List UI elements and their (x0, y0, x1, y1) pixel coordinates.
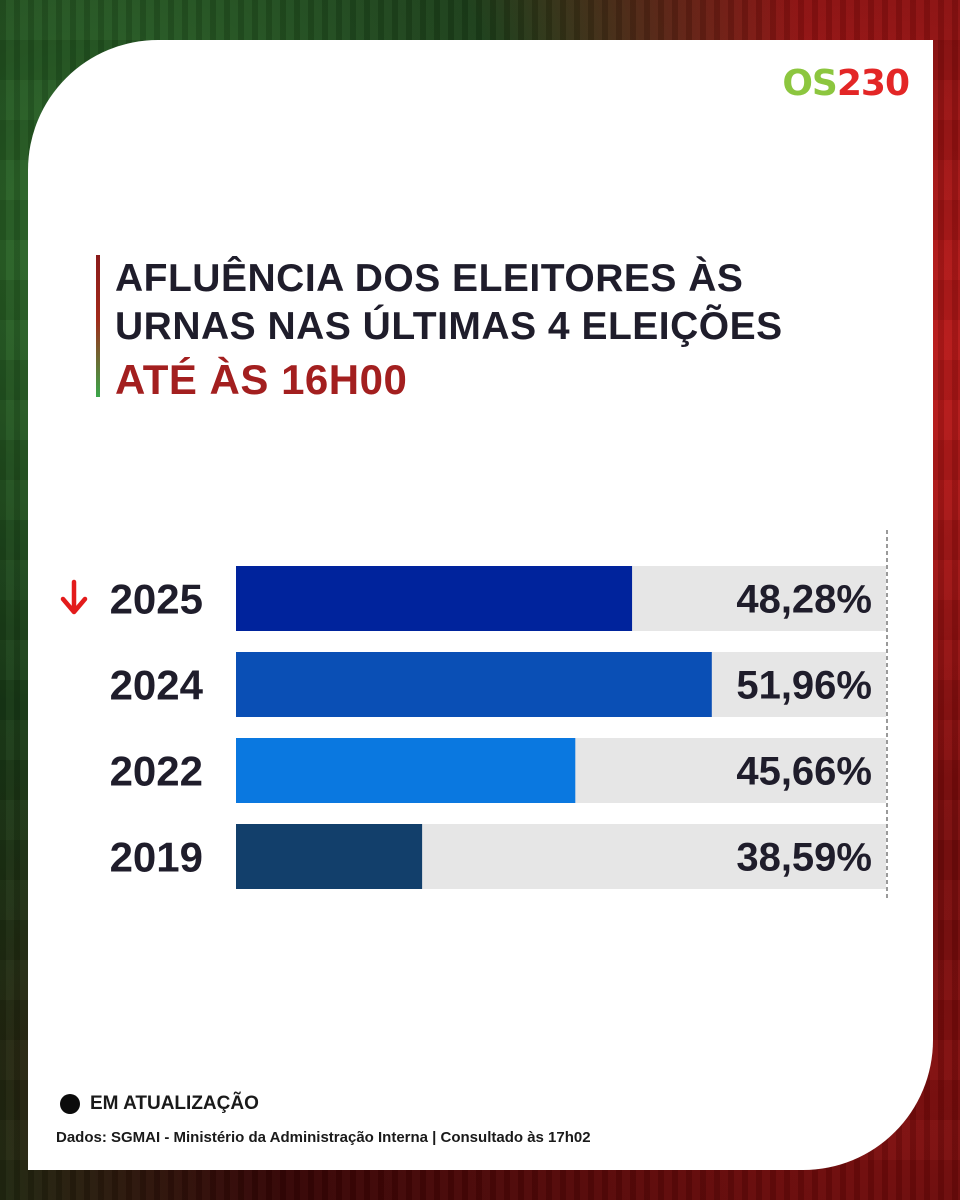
category-label: 2024 (110, 662, 204, 709)
data-source-note: Dados: SGMAI - Ministério da Administraç… (56, 1129, 591, 1146)
infographic-card: OS230 AFLUÊNCIA DOS ELEITORES ÀS URNAS N… (28, 40, 933, 1170)
legend-label: EM ATUALIZAÇÃO (90, 1093, 259, 1114)
bar (236, 738, 576, 803)
category-label: 2019 (110, 834, 203, 881)
down-arrow-icon (60, 579, 88, 615)
category-label: 2025 (110, 576, 203, 623)
category-label: 2022 (110, 748, 203, 795)
logo-part-os: OS (782, 63, 838, 104)
value-label: 51,96% (736, 664, 872, 708)
bar (236, 652, 712, 717)
logo-part-number: 230 (836, 63, 910, 104)
title-accent-line (96, 255, 100, 397)
turnout-bar-chart: 2025 48,28% 2024 51,96% 2022 45,66% 2019 38,59% (28, 520, 933, 920)
bar (236, 566, 633, 631)
chart-title: AFLUÊNCIA DOS ELEITORES ÀS URNAS NAS ÚLT… (115, 257, 783, 348)
value-label: 48,28% (736, 578, 872, 622)
title-block: AFLUÊNCIA DOS ELEITORES ÀS URNAS NAS ÚLT… (96, 255, 876, 405)
chart-subtitle: ATÉ ÀS 16H00 (115, 356, 408, 403)
legend: EM ATUALIZAÇÃO (60, 1093, 259, 1115)
os230-logo: OS230 (782, 63, 910, 104)
bar (236, 824, 423, 889)
bar-chart-svg: 2025 48,28% 2024 51,96% 2022 45,66% 2019 38,59% (60, 530, 888, 899)
legend-dot-icon (60, 1094, 80, 1114)
value-label: 45,66% (736, 750, 872, 794)
value-label: 38,59% (736, 836, 872, 880)
